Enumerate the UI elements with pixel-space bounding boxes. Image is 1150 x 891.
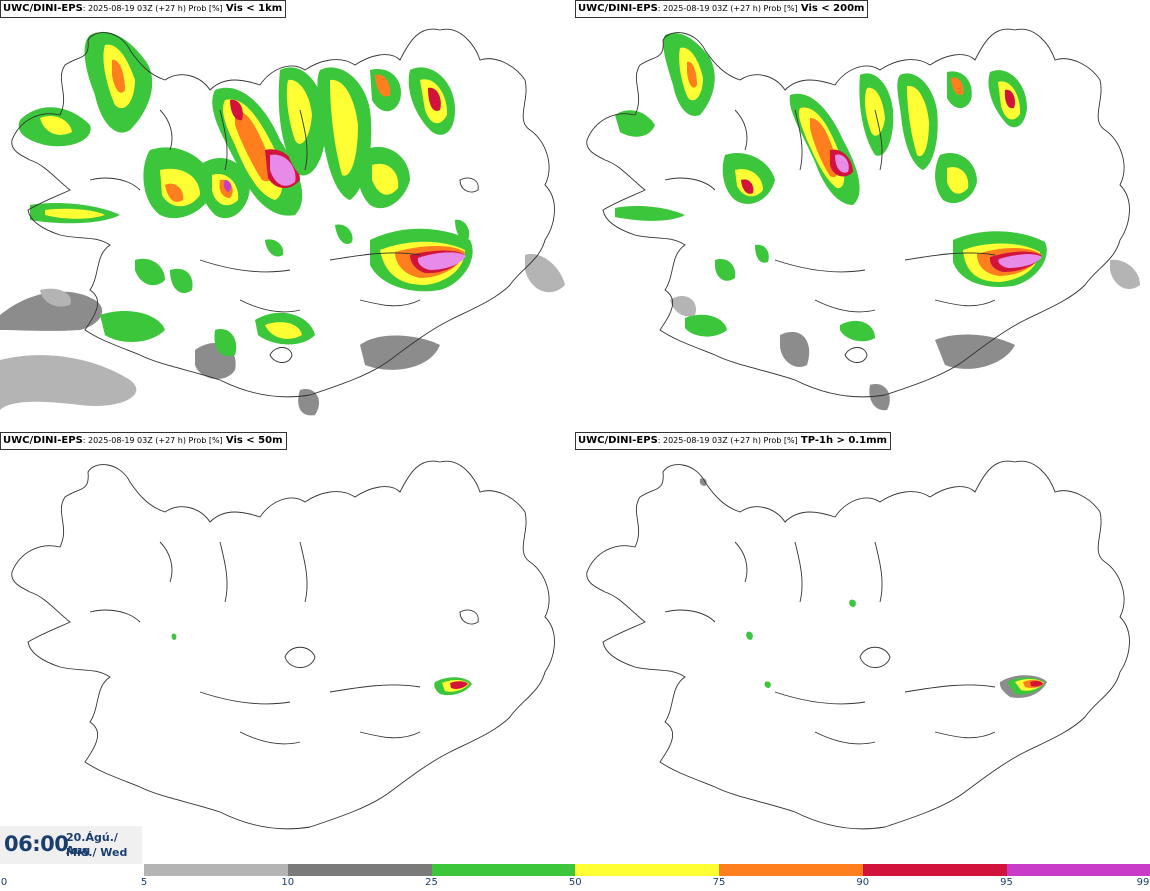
legend-tick-label: 10 — [281, 877, 295, 888]
color-legend — [144, 864, 1150, 876]
map-panel-vis-1km: UWC/DINI-EPS: 2025-08-19 03Z (+27 h) Pro… — [0, 0, 575, 430]
legend-tick-label: 95 — [1000, 877, 1013, 888]
variable-name: TP-1h > 0.1mm — [800, 435, 887, 446]
legend-tick-label: 5 — [140, 877, 148, 888]
map-panel-vis-50m: UWC/DINI-EPS: 2025-08-19 03Z (+27 h) Pro… — [0, 432, 575, 862]
model-name: UWC/DINI-EPS — [578, 3, 658, 14]
legend-tick-label: 25 — [425, 877, 438, 888]
model-name: UWC/DINI-EPS — [3, 435, 83, 446]
valid-weekday: Mið./ Wed — [66, 846, 128, 859]
legend-swatch — [144, 864, 289, 876]
legend-swatch — [575, 864, 720, 876]
legend-swatch — [719, 864, 864, 876]
valid-time-box: 06:00 20.Ágú./ Aug Mið./ Wed — [0, 826, 142, 864]
variable-name: Vis < 200m — [800, 3, 865, 14]
valid-date: 20.Ágú./ Aug — [66, 831, 118, 857]
legend-swatch — [1006, 864, 1150, 876]
iceland-map — [586, 28, 1140, 411]
panel-title: UWC/DINI-EPS: 2025-08-19 03Z (+27 h) Pro… — [0, 0, 287, 18]
panel-title: UWC/DINI-EPS: 2025-08-19 03Z (+27 h) Pro… — [575, 432, 891, 450]
iceland-map — [11, 460, 555, 830]
model-name: UWC/DINI-EPS — [578, 435, 658, 446]
panel-title: UWC/DINI-EPS: 2025-08-19 03Z (+27 h) Pro… — [575, 0, 869, 18]
run-meta: : 2025-08-19 03Z (+27 h) Prob [%] — [82, 4, 223, 13]
legend-tick-label: 50 — [568, 877, 582, 888]
run-meta: : 2025-08-19 03Z (+27 h) Prob [%] — [657, 4, 798, 13]
panel-title: UWC/DINI-EPS: 2025-08-19 03Z (+27 h) Pro… — [0, 432, 287, 450]
legend-tick-label: 90 — [856, 877, 870, 888]
variable-name: Vis < 1km — [225, 3, 283, 14]
map-panel-vis-200m: UWC/DINI-EPS: 2025-08-19 03Z (+27 h) Pro… — [575, 0, 1150, 430]
model-name: UWC/DINI-EPS — [3, 3, 83, 14]
legend-tick-label: 0 — [0, 877, 8, 888]
legend-tick-label: 75 — [712, 877, 726, 888]
run-meta: : 2025-08-19 03Z (+27 h) Prob [%] — [82, 436, 223, 445]
iceland-map — [0, 28, 565, 416]
run-meta: : 2025-08-19 03Z (+27 h) Prob [%] — [657, 436, 798, 445]
iceland-map — [586, 460, 1130, 830]
variable-name: Vis < 50m — [225, 435, 283, 446]
legend-swatch — [287, 864, 432, 876]
legend-swatch — [862, 864, 1007, 876]
legend-tick-label: 99 — [1136, 877, 1150, 888]
map-panel-tp-1h: UWC/DINI-EPS: 2025-08-19 03Z (+27 h) Pro… — [575, 432, 1150, 862]
legend-swatch — [431, 864, 576, 876]
valid-time: 06:00 — [4, 832, 69, 856]
